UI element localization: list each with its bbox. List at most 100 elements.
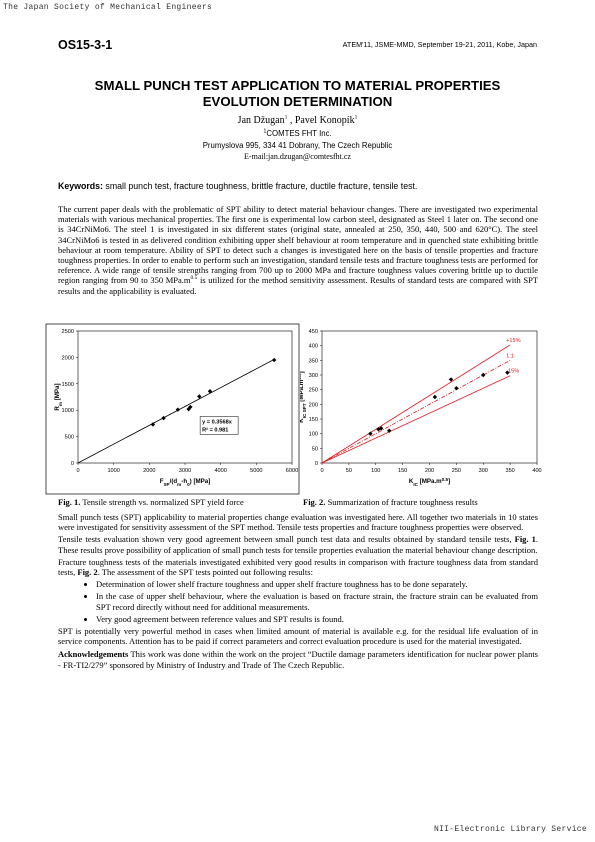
- chart: 0 500 1000 1500 2000 2500 0 1000 2000 3000 4000 500…: [45, 323, 300, 495]
- data-point: [161, 415, 166, 421]
- text-run: , Pavel Konopík: [287, 115, 355, 126]
- y-tick-label: 500: [65, 435, 74, 441]
- caption-text: Tensile strength vs. normalized SPT yiel…: [80, 497, 244, 507]
- title-line: SMALL PUNCH TEST APPLICATION TO MATERIAL…: [94, 78, 501, 93]
- conference: ATEM'11, JSME-MMD, September 19-21, 2011…: [342, 40, 537, 49]
- axis-label-part: [MPa.m: [418, 478, 442, 485]
- x-tick-label: 5000: [250, 468, 262, 474]
- axis-label-part: ) [MPa]: [190, 478, 211, 485]
- text-run: This work was done within the work on th…: [58, 649, 538, 670]
- text-run: 0.5: [190, 275, 198, 282]
- text-run: 1: [354, 114, 358, 121]
- y-tick-label: 0: [71, 461, 74, 467]
- abstract: The current paper deals with the problem…: [58, 204, 538, 296]
- paragraph: Fracture toughness tests of the material…: [58, 557, 538, 577]
- data-point: [376, 427, 381, 432]
- text-run: Tensile tests evaluation shown very good…: [58, 534, 515, 545]
- annotation: y = 0.3568x: [202, 419, 233, 425]
- text-run: Small punch tests (SPT) applicability to…: [58, 512, 538, 533]
- bullet-list: Determination of lower shelf fracture to…: [58, 579, 538, 624]
- x-tick-label: 0: [76, 468, 79, 474]
- chart: 0 50 100 150 200 250 300 350 400 450 0 50 100 150 200 2…: [300, 329, 542, 487]
- y-tick-label: 50: [312, 446, 318, 452]
- text-run: The current paper deals with the problem…: [58, 204, 538, 286]
- axis-label-part: m: [177, 482, 181, 487]
- data-point: [207, 388, 213, 394]
- y-tick-label: 450: [309, 329, 318, 335]
- text-run: 1: [284, 114, 288, 121]
- text-run: Acknowledgements: [58, 649, 129, 660]
- y-tick-label: 0: [315, 461, 318, 467]
- x-tick-label: 150: [398, 468, 407, 474]
- axis-label-part: -h: [181, 478, 187, 485]
- chart-frame: [45, 323, 300, 495]
- axis-label-part: [MPa]: [54, 383, 61, 402]
- x-tick-label: 100: [371, 468, 380, 474]
- axis-label-part: IC SPT: [302, 403, 307, 418]
- paragraph: Tensile tests evaluation shown very good…: [58, 534, 538, 554]
- text-run: Fracture toughness tests of the material…: [58, 556, 538, 578]
- axis-label-part: ]: [448, 478, 450, 485]
- axis-label-part: /(d: [170, 478, 178, 485]
- text-run: small punch test, fracture toughness, br…: [102, 181, 418, 191]
- caption-text: Summarization of fracture toughness resu…: [325, 497, 478, 507]
- x-tick-label: 300: [479, 468, 488, 474]
- bullet-item: Determination of lower shelf fracture to…: [96, 579, 538, 589]
- axis-label-part: F: [160, 478, 164, 485]
- text-run: Keywords:: [58, 181, 103, 191]
- axis-label-part: SP: [163, 482, 169, 487]
- y-tick-label: 300: [309, 373, 318, 379]
- axis-label-part: m: [58, 402, 63, 406]
- axis-label-part: [MPa.m: [300, 379, 305, 403]
- axis-label-part: K: [409, 478, 414, 485]
- line-label: -15%: [506, 369, 519, 375]
- bullet-item: In the case of upper shelf behaviour, wh…: [96, 591, 538, 611]
- annotation: R² = 0.981: [202, 426, 228, 433]
- y-tick-label: 350: [309, 358, 318, 364]
- text-run: is utilized for the method sensitivity a…: [58, 275, 538, 296]
- paper-code: OS15-3-1: [58, 38, 113, 52]
- x-tick-label: 0: [320, 468, 323, 474]
- text-run: Fig. 1: [514, 534, 536, 545]
- figure-caption: Fig. 1. Tensile strength vs. normalized …: [58, 497, 244, 507]
- footer: NII-Electronic Library Service: [433, 825, 587, 834]
- axis-label-part: IC: [413, 482, 418, 487]
- x-tick-label: 200: [425, 468, 434, 474]
- reference-line: [321, 344, 511, 464]
- y-tick-label: 150: [309, 417, 318, 423]
- axis-label-part: 0.5: [442, 477, 449, 482]
- x-tick-label: 4000: [214, 468, 226, 474]
- data-point: [432, 394, 438, 400]
- title-line: EVOLUTION DETERMINATION: [202, 94, 393, 109]
- data-point: [271, 357, 277, 363]
- plot-area: [77, 330, 293, 464]
- x-tick-label: 350: [505, 468, 514, 474]
- axis-label: KIC [MPa.m0.5]: [409, 477, 450, 487]
- axis-label-part: ]: [300, 371, 305, 373]
- axis-label: KIC SPT [MPa.m0.5]: [300, 371, 307, 422]
- bullet-item: Very good agreement between reference va…: [96, 614, 538, 624]
- y-tick-label: 250: [309, 388, 318, 394]
- data-point: [481, 372, 486, 378]
- authors: Jan Džugan1 , Pavel Konopík1: [0, 115, 595, 126]
- x-tick-label: 1000: [107, 468, 119, 474]
- x-tick-label: 250: [452, 468, 461, 474]
- y-tick-label: 2000: [62, 355, 74, 361]
- y-tick-label: 200: [309, 402, 318, 408]
- axis-label-part: 0: [187, 482, 190, 487]
- caption-label: Fig. 1.: [58, 497, 81, 507]
- text-run: COMTES FHT Inc.: [266, 129, 332, 138]
- y-tick-label: 1000: [62, 408, 74, 414]
- axis-label-part: 0.5: [300, 373, 302, 380]
- y-tick-label: 1500: [62, 382, 74, 388]
- x-tick-label: 6000: [286, 468, 298, 474]
- society-header: The Japan Society of Mechanical Engineer…: [3, 3, 213, 12]
- data-point: [175, 407, 181, 412]
- text-run: . The assessment of the SPT tests pointe…: [97, 567, 313, 578]
- address: Prumyslova 995, 334 41 Dobrany, The Czec…: [202, 141, 393, 150]
- x-tick-label: 2000: [143, 468, 155, 474]
- figure-caption: Fig. 2. Summarization of fracture toughn…: [303, 497, 478, 507]
- reference-line: [321, 375, 511, 464]
- text-run: 1: [263, 128, 267, 135]
- text-run: SPT is potentially very powerful method …: [58, 626, 538, 647]
